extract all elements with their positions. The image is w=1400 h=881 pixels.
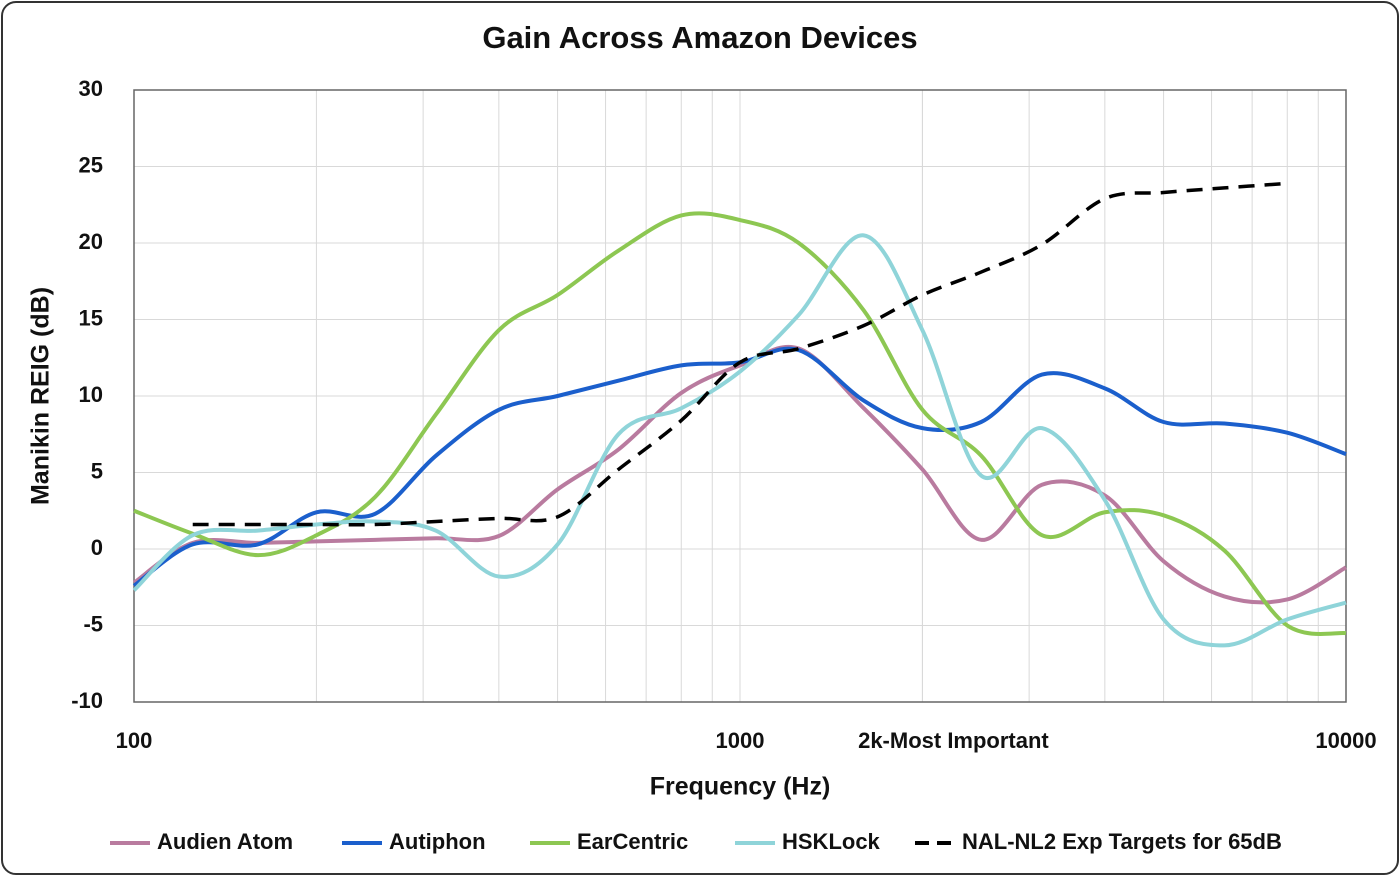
y-axis-title: Manikin REIG (dB) — [27, 287, 55, 505]
x-tick-label: 10000 — [1315, 728, 1376, 753]
legend-label: Autiphon — [389, 829, 486, 854]
legend-label: NAL-NL2 Exp Targets for 65dB — [962, 829, 1282, 854]
y-tick-label: 0 — [91, 535, 103, 560]
y-tick-label: 30 — [79, 76, 103, 101]
series-line — [132, 233, 1347, 648]
x-tick-label: 1000 — [716, 728, 765, 753]
legend-label: HSKLock — [782, 829, 881, 854]
legend-label: Audien Atom — [157, 829, 293, 854]
x-axis-title: Frequency (Hz) — [650, 773, 831, 801]
chart-title: Gain Across Amazon Devices — [482, 20, 917, 55]
series-line — [133, 211, 1347, 637]
legend-label: EarCentric — [577, 829, 688, 854]
series-line — [192, 181, 1288, 527]
y-tick-label: 10 — [79, 382, 103, 407]
x-tick-label: 2k-Most Important — [858, 728, 1049, 753]
x-tick-label: 100 — [116, 728, 153, 753]
y-tick-label: 15 — [79, 305, 103, 330]
y-tick-label: -10 — [71, 688, 103, 713]
y-tick-label: 5 — [91, 458, 103, 483]
y-tick-label: 20 — [79, 229, 103, 254]
y-tick-label: 25 — [79, 152, 103, 177]
plot-border — [133, 89, 1347, 703]
y-tick-label: -5 — [83, 611, 103, 636]
